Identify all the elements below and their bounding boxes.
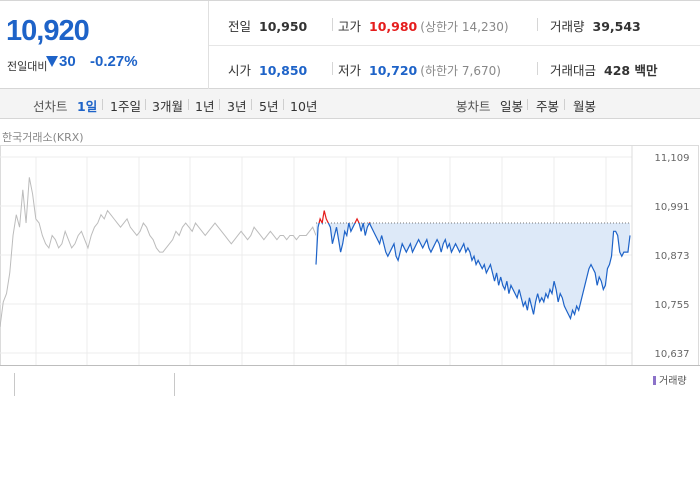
- tab-weekly-candle[interactable]: 주봉: [536, 99, 560, 114]
- tab-3month[interactable]: 3개월: [152, 99, 183, 114]
- high-value: 10,980: [369, 19, 418, 34]
- divider: [332, 18, 333, 31]
- change-label: 전일대비: [7, 60, 48, 73]
- volume-swatch: [653, 376, 656, 385]
- upper-limit: (상한가 14,230): [420, 20, 509, 34]
- y-tick-label: 10,637: [655, 349, 690, 360]
- volume-label: 거래량: [550, 19, 585, 34]
- row-divider: [209, 45, 700, 46]
- down-arrow-icon: [46, 56, 58, 67]
- lower-limit: (하한가 7,670): [420, 64, 501, 78]
- amount-label: 거래대금: [550, 63, 597, 78]
- tab-monthly-candle[interactable]: 월봉: [573, 99, 597, 114]
- divider: [527, 99, 528, 110]
- tab-1week[interactable]: 1주일: [110, 99, 141, 114]
- current-price-box: 10,920 전일대비 30 -0.27%: [0, 1, 209, 89]
- volume-legend-label: 거래량: [659, 376, 687, 387]
- prev-close-value: 10,950: [259, 19, 308, 34]
- tab-1year[interactable]: 1년: [195, 99, 215, 114]
- price-chart-svg: 11,109 10,991 10,873 10,755 10,637: [0, 145, 699, 366]
- chart-divider: [0, 365, 700, 366]
- line-chart-label: 선차트: [33, 99, 68, 114]
- volume: 거래량 39,543: [550, 16, 641, 35]
- y-tick-label: 10,755: [655, 300, 690, 311]
- open-price: 시가 10,850: [228, 60, 307, 79]
- market-label: 한국거래소(KRX): [2, 131, 84, 144]
- series-previous-line: [0, 177, 317, 327]
- divider: [564, 99, 565, 110]
- divider: [219, 99, 220, 110]
- volume-axis-tick: [14, 373, 15, 396]
- prev-close: 전일 10,950: [228, 16, 307, 35]
- current-price: 10,920: [6, 15, 90, 47]
- change-value: 30: [59, 53, 76, 70]
- price-chart[interactable]: 11,109 10,991 10,873 10,755 10,637: [0, 145, 699, 366]
- divider: [537, 18, 538, 31]
- candle-chart-label: 봉차트: [456, 99, 491, 114]
- y-tick-label: 10,873: [655, 251, 690, 262]
- tab-daily-candle[interactable]: 일봉: [500, 99, 524, 114]
- divider: [251, 99, 252, 110]
- prev-close-label: 전일: [228, 19, 252, 34]
- high-price: 고가 10,980 (상한가 14,230): [338, 16, 509, 35]
- change-percent: -0.27%: [90, 53, 138, 70]
- high-label: 고가: [338, 19, 362, 34]
- trade-amount: 거래대금 428 백만: [550, 60, 657, 79]
- low-value: 10,720: [369, 63, 418, 78]
- volume-value: 39,543: [592, 19, 641, 34]
- divider: [283, 99, 284, 110]
- divider: [332, 62, 333, 75]
- y-tick-label: 10,991: [655, 202, 690, 213]
- open-label: 시가: [228, 63, 252, 78]
- low-label: 저가: [338, 63, 362, 78]
- y-tick-label: 11,109: [655, 153, 690, 164]
- series-today-line-down: [315, 223, 631, 321]
- chart-tabs: 선차트 1일 1주일 3개월 1년 3년 5년 10년 봉차트 일봉 주봉 월봉: [0, 89, 700, 119]
- tab-5year[interactable]: 5년: [259, 99, 279, 114]
- open-value: 10,850: [259, 63, 308, 78]
- divider: [145, 99, 146, 110]
- tab-10year[interactable]: 10년: [290, 99, 318, 114]
- divider: [188, 99, 189, 110]
- volume-legend: 거래량: [653, 372, 687, 387]
- quote-panel: 10,920 전일대비 30 -0.27% 전일 10,950 고가 10,980(…: [0, 0, 700, 89]
- tab-1day[interactable]: 1일: [77, 99, 98, 114]
- low-price: 저가 10,720 (하한가 7,670): [338, 60, 501, 79]
- volume-axis-tick: [174, 373, 175, 396]
- amount-value: 428 백만: [604, 63, 658, 78]
- below-reference-area: [316, 223, 630, 319]
- divider: [102, 99, 103, 110]
- tab-3year[interactable]: 3년: [227, 99, 247, 114]
- divider: [537, 62, 538, 75]
